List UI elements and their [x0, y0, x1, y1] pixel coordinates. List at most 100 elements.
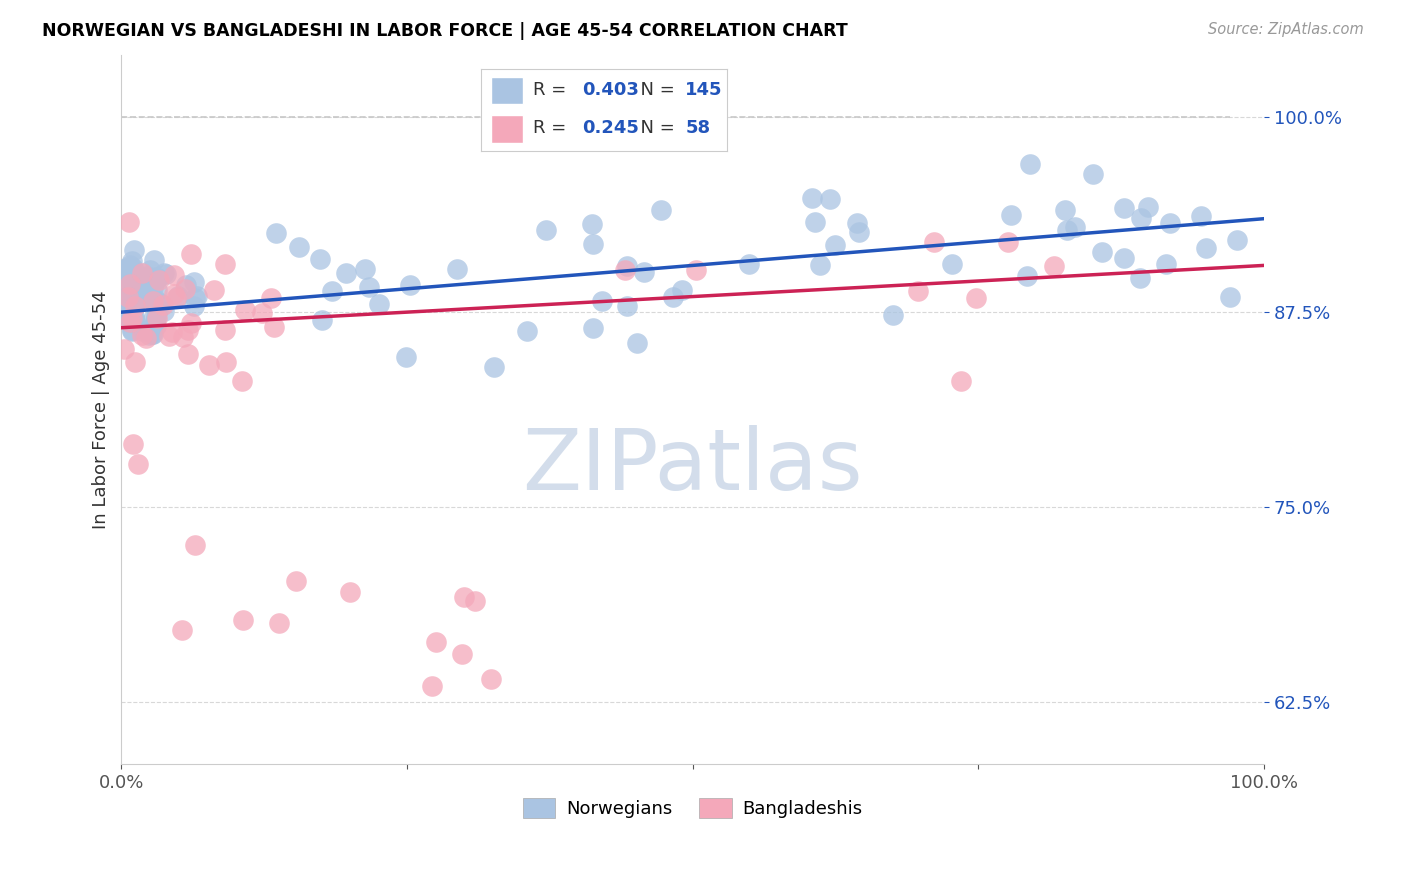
- Point: [131, 269, 153, 284]
- Point: [135, 331, 157, 345]
- Point: [143, 314, 166, 328]
- Point: [1114, 252, 1136, 266]
- Point: [145, 300, 167, 314]
- Point: [121, 323, 143, 337]
- Point: [117, 214, 139, 228]
- Point: [122, 301, 145, 315]
- Point: [965, 291, 987, 305]
- Point: [121, 260, 143, 275]
- Point: [1154, 257, 1177, 271]
- Point: [997, 235, 1019, 249]
- Point: [114, 276, 136, 290]
- Point: [134, 289, 156, 303]
- Point: [1219, 290, 1241, 304]
- Point: [157, 329, 180, 343]
- Point: [263, 320, 285, 334]
- Point: [112, 342, 135, 356]
- Point: [114, 265, 136, 279]
- Point: [115, 277, 138, 292]
- Point: [142, 293, 165, 308]
- Point: [536, 223, 558, 237]
- Point: [128, 278, 150, 293]
- Point: [148, 273, 170, 287]
- Point: [146, 283, 169, 297]
- Point: [616, 259, 638, 273]
- Point: [118, 260, 141, 275]
- Point: [425, 635, 447, 649]
- Point: [451, 647, 474, 661]
- Point: [131, 328, 153, 343]
- Text: Source: ZipAtlas.com: Source: ZipAtlas.com: [1208, 22, 1364, 37]
- Point: [613, 263, 636, 277]
- Point: [1064, 220, 1087, 235]
- Point: [269, 616, 291, 631]
- Point: [264, 226, 287, 240]
- Point: [215, 355, 238, 369]
- Point: [118, 285, 141, 299]
- Point: [152, 297, 174, 311]
- Point: [516, 324, 538, 338]
- Point: [141, 327, 163, 342]
- Point: [202, 283, 225, 297]
- Point: [122, 437, 145, 451]
- Point: [177, 323, 200, 337]
- Point: [141, 326, 163, 341]
- Point: [174, 283, 197, 297]
- Point: [250, 306, 273, 320]
- Point: [803, 215, 825, 229]
- Point: [662, 290, 685, 304]
- Point: [112, 273, 135, 287]
- Point: [122, 309, 145, 323]
- Point: [949, 374, 972, 388]
- Point: [143, 269, 166, 284]
- Point: [1043, 259, 1066, 273]
- Point: [907, 285, 929, 299]
- Point: [121, 303, 143, 318]
- Point: [824, 237, 846, 252]
- Point: [184, 291, 207, 305]
- Point: [127, 457, 149, 471]
- Point: [1129, 270, 1152, 285]
- Point: [125, 289, 148, 303]
- Point: [118, 315, 141, 329]
- Point: [1159, 216, 1181, 230]
- Point: [1015, 268, 1038, 283]
- Point: [117, 289, 139, 303]
- Point: [232, 613, 254, 627]
- Point: [808, 259, 831, 273]
- Point: [1195, 241, 1218, 255]
- Point: [321, 284, 343, 298]
- Point: [176, 346, 198, 360]
- Point: [118, 310, 141, 324]
- Point: [172, 330, 194, 344]
- Point: [138, 327, 160, 342]
- Point: [1189, 209, 1212, 223]
- Point: [112, 268, 135, 283]
- Point: [114, 273, 136, 287]
- Point: [135, 269, 157, 284]
- Point: [453, 590, 475, 604]
- Point: [145, 310, 167, 325]
- Point: [1137, 200, 1160, 214]
- Point: [1018, 157, 1040, 171]
- Point: [1081, 167, 1104, 181]
- Point: [120, 277, 142, 291]
- Point: [131, 324, 153, 338]
- Point: [395, 350, 418, 364]
- Point: [115, 289, 138, 303]
- Point: [139, 290, 162, 304]
- Point: [479, 672, 502, 686]
- Point: [145, 292, 167, 306]
- Point: [287, 240, 309, 254]
- Point: [115, 288, 138, 302]
- Point: [308, 252, 330, 267]
- Point: [118, 270, 141, 285]
- Point: [357, 280, 380, 294]
- Point: [163, 287, 186, 301]
- Point: [591, 294, 613, 309]
- Point: [120, 285, 142, 299]
- Point: [738, 257, 761, 271]
- Point: [650, 203, 672, 218]
- Point: [1053, 203, 1076, 218]
- Point: [446, 262, 468, 277]
